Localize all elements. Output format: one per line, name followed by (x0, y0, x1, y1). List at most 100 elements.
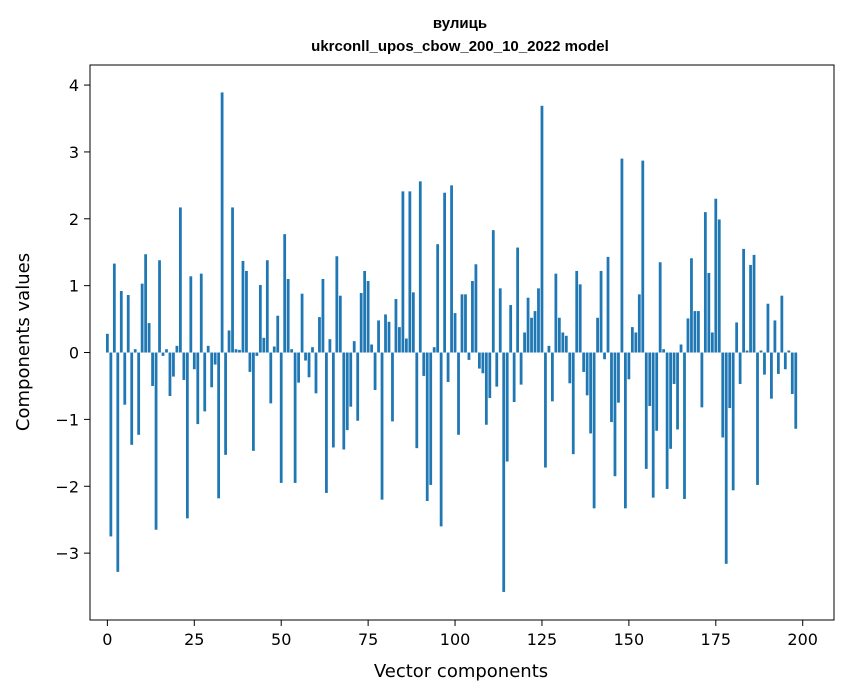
bar-18 (168, 352, 172, 396)
bar-126 (544, 352, 547, 468)
bar-153 (637, 294, 641, 353)
bar-28 (203, 352, 207, 412)
bar-56 (300, 293, 304, 353)
bar-108 (481, 352, 485, 374)
bar-61 (318, 317, 321, 353)
bar-103 (464, 294, 467, 353)
bar-192 (773, 320, 777, 353)
bar-6 (126, 295, 130, 353)
x-tick-label: 25 (184, 630, 204, 649)
bar-98 (446, 352, 450, 382)
bar-91 (422, 352, 426, 376)
bar-161 (665, 352, 669, 489)
bar-37 (234, 349, 238, 353)
y-axis-ticks: −3 −2 −1 0 1 2 3 4 (55, 76, 90, 563)
bar-197 (790, 352, 794, 394)
bar-115 (505, 352, 509, 462)
bar-81 (387, 321, 391, 353)
bar-4 (119, 291, 123, 353)
bar-182 (738, 352, 742, 384)
bar-19 (172, 352, 175, 377)
bar-26 (196, 352, 200, 425)
bar-104 (467, 352, 471, 360)
bar-184 (745, 350, 749, 353)
bar-141 (596, 317, 599, 353)
bar-9 (137, 352, 141, 435)
bar-42 (252, 352, 255, 451)
bar-17 (165, 349, 168, 353)
bar-55 (297, 352, 300, 383)
bar-40 (245, 270, 248, 353)
bar-65 (331, 352, 335, 448)
bar-73 (359, 293, 363, 353)
bar-11 (144, 254, 148, 353)
bar-151 (630, 327, 634, 353)
plot-frame (89, 64, 835, 621)
bar-146 (613, 352, 617, 477)
bar-69 (345, 352, 349, 431)
y-tick-label: 3 (69, 143, 79, 162)
y-tick-label: 1 (69, 277, 79, 296)
bar-83 (394, 299, 398, 353)
bar-137 (582, 352, 586, 372)
bar-123 (533, 311, 537, 353)
bar-121 (526, 297, 530, 353)
bar-198 (794, 352, 798, 429)
bar-2 (112, 263, 116, 353)
bar-145 (610, 352, 613, 423)
bar-20 (175, 345, 179, 353)
bar-135 (575, 270, 579, 353)
bar-80 (384, 314, 387, 353)
bar-190 (766, 303, 770, 353)
bar-1 (109, 352, 113, 537)
bar-84 (398, 327, 401, 353)
bar-139 (589, 352, 593, 434)
bar-0 (105, 333, 109, 353)
bar-120 (523, 332, 526, 353)
bar-50 (279, 352, 283, 483)
bar-169 (693, 311, 697, 353)
bar-63 (325, 352, 328, 493)
bar-170 (697, 311, 700, 353)
y-tick-label: 0 (69, 344, 79, 363)
bar-78 (377, 320, 380, 353)
bar-66 (335, 256, 339, 353)
bar-87 (408, 191, 412, 353)
bar-85 (401, 191, 405, 353)
bar-88 (411, 292, 415, 353)
bar-168 (690, 258, 693, 353)
bar-27 (199, 273, 203, 353)
x-tick-label: 200 (787, 630, 818, 649)
y-tick-label: 2 (69, 210, 79, 229)
bar-75 (366, 280, 370, 353)
bar-177 (721, 352, 725, 438)
y-tick-label: −1 (55, 410, 79, 429)
x-tick-label: 100 (440, 630, 471, 649)
bar-165 (679, 344, 683, 353)
bar-67 (338, 295, 342, 353)
bar-133 (568, 352, 572, 384)
bar-193 (776, 352, 780, 374)
bar-195 (783, 352, 787, 370)
x-tick-label: 50 (271, 630, 291, 649)
bar-77 (373, 352, 377, 390)
bar-175 (714, 198, 718, 353)
bar-174 (710, 332, 714, 353)
bar-39 (241, 260, 245, 353)
bar-148 (620, 158, 624, 353)
bar-101 (457, 352, 460, 435)
bar-187 (756, 352, 759, 485)
bar-25 (192, 352, 196, 370)
bar-163 (672, 352, 676, 384)
bar-12 (147, 323, 151, 353)
bar-7 (130, 352, 134, 445)
bar-44 (258, 284, 262, 353)
bar-68 (342, 352, 346, 450)
bar-51 (283, 234, 287, 353)
bar-113 (498, 288, 502, 353)
bar-86 (404, 338, 408, 353)
bar-142 (599, 270, 603, 353)
bar-32 (217, 352, 221, 499)
bar-95 (436, 244, 440, 353)
